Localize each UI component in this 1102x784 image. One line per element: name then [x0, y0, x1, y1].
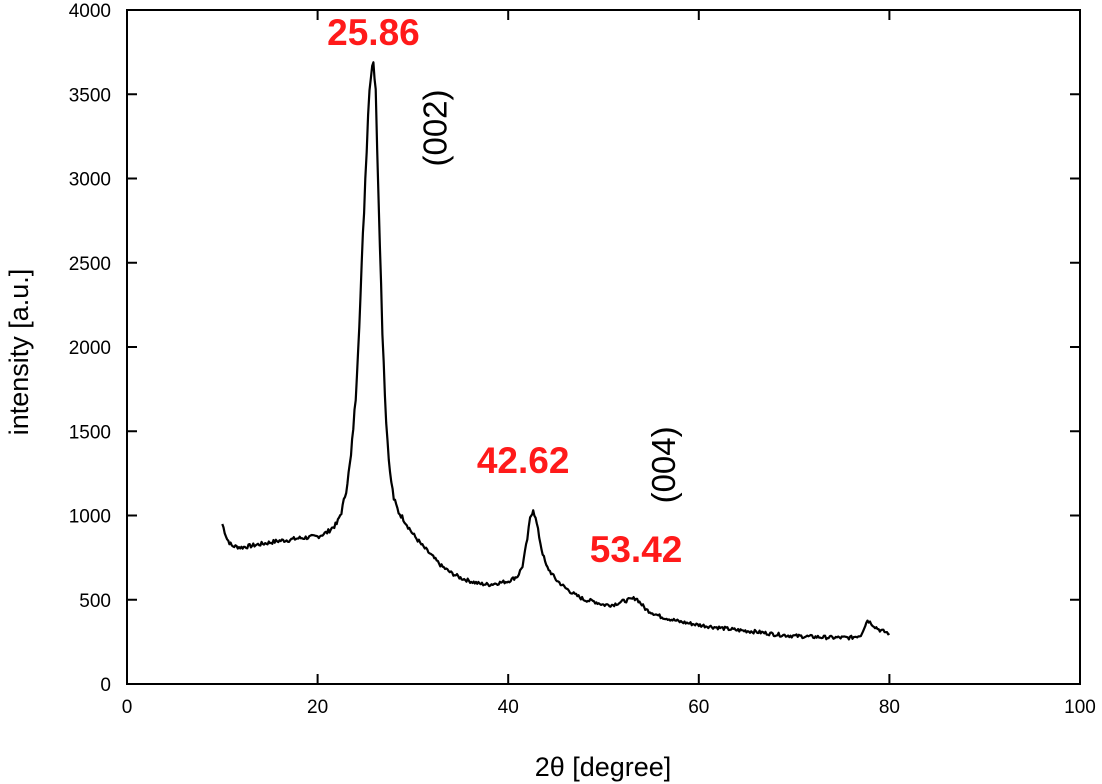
y-tick-label: 3500: [69, 85, 111, 106]
y-tick-label: 4000: [69, 1, 111, 22]
y-tick-label: 1500: [69, 422, 111, 443]
peak-label: 53.42: [590, 529, 683, 570]
plot-frame: [126, 9, 1081, 685]
plane-label: (004): [645, 426, 682, 503]
peak-label: 25.86: [327, 12, 420, 53]
x-axis-title: 2θ [degree]: [535, 752, 672, 782]
y-tick-label: 500: [79, 591, 111, 612]
x-tick-label: 20: [307, 697, 328, 718]
x-tick-label: 40: [498, 697, 519, 718]
x-tick-label: 80: [879, 697, 900, 718]
y-tick-label: 0: [100, 675, 111, 696]
series-line: [221, 61, 891, 641]
y-axis-title: intensity [a.u.]: [4, 269, 34, 436]
x-tick-label: 100: [1064, 697, 1096, 718]
y-tick-label: 2500: [69, 254, 111, 275]
axis-ticks: [126, 9, 1081, 685]
annotations: 25.86 42.62 53.42 (002) (004): [327, 12, 682, 570]
peak-label: 42.62: [477, 440, 570, 481]
x-tick-label: 60: [688, 697, 709, 718]
y-tick-label: 3000: [69, 170, 111, 191]
y-tick-label: 1000: [69, 507, 111, 528]
plane-label: (002): [416, 89, 453, 166]
x-tick-label: 0: [122, 697, 133, 718]
axis-tick-labels: 0 20 40 60 80 1000500100015002000250030003500…: [69, 1, 1096, 718]
y-tick-label: 2000: [69, 338, 111, 359]
